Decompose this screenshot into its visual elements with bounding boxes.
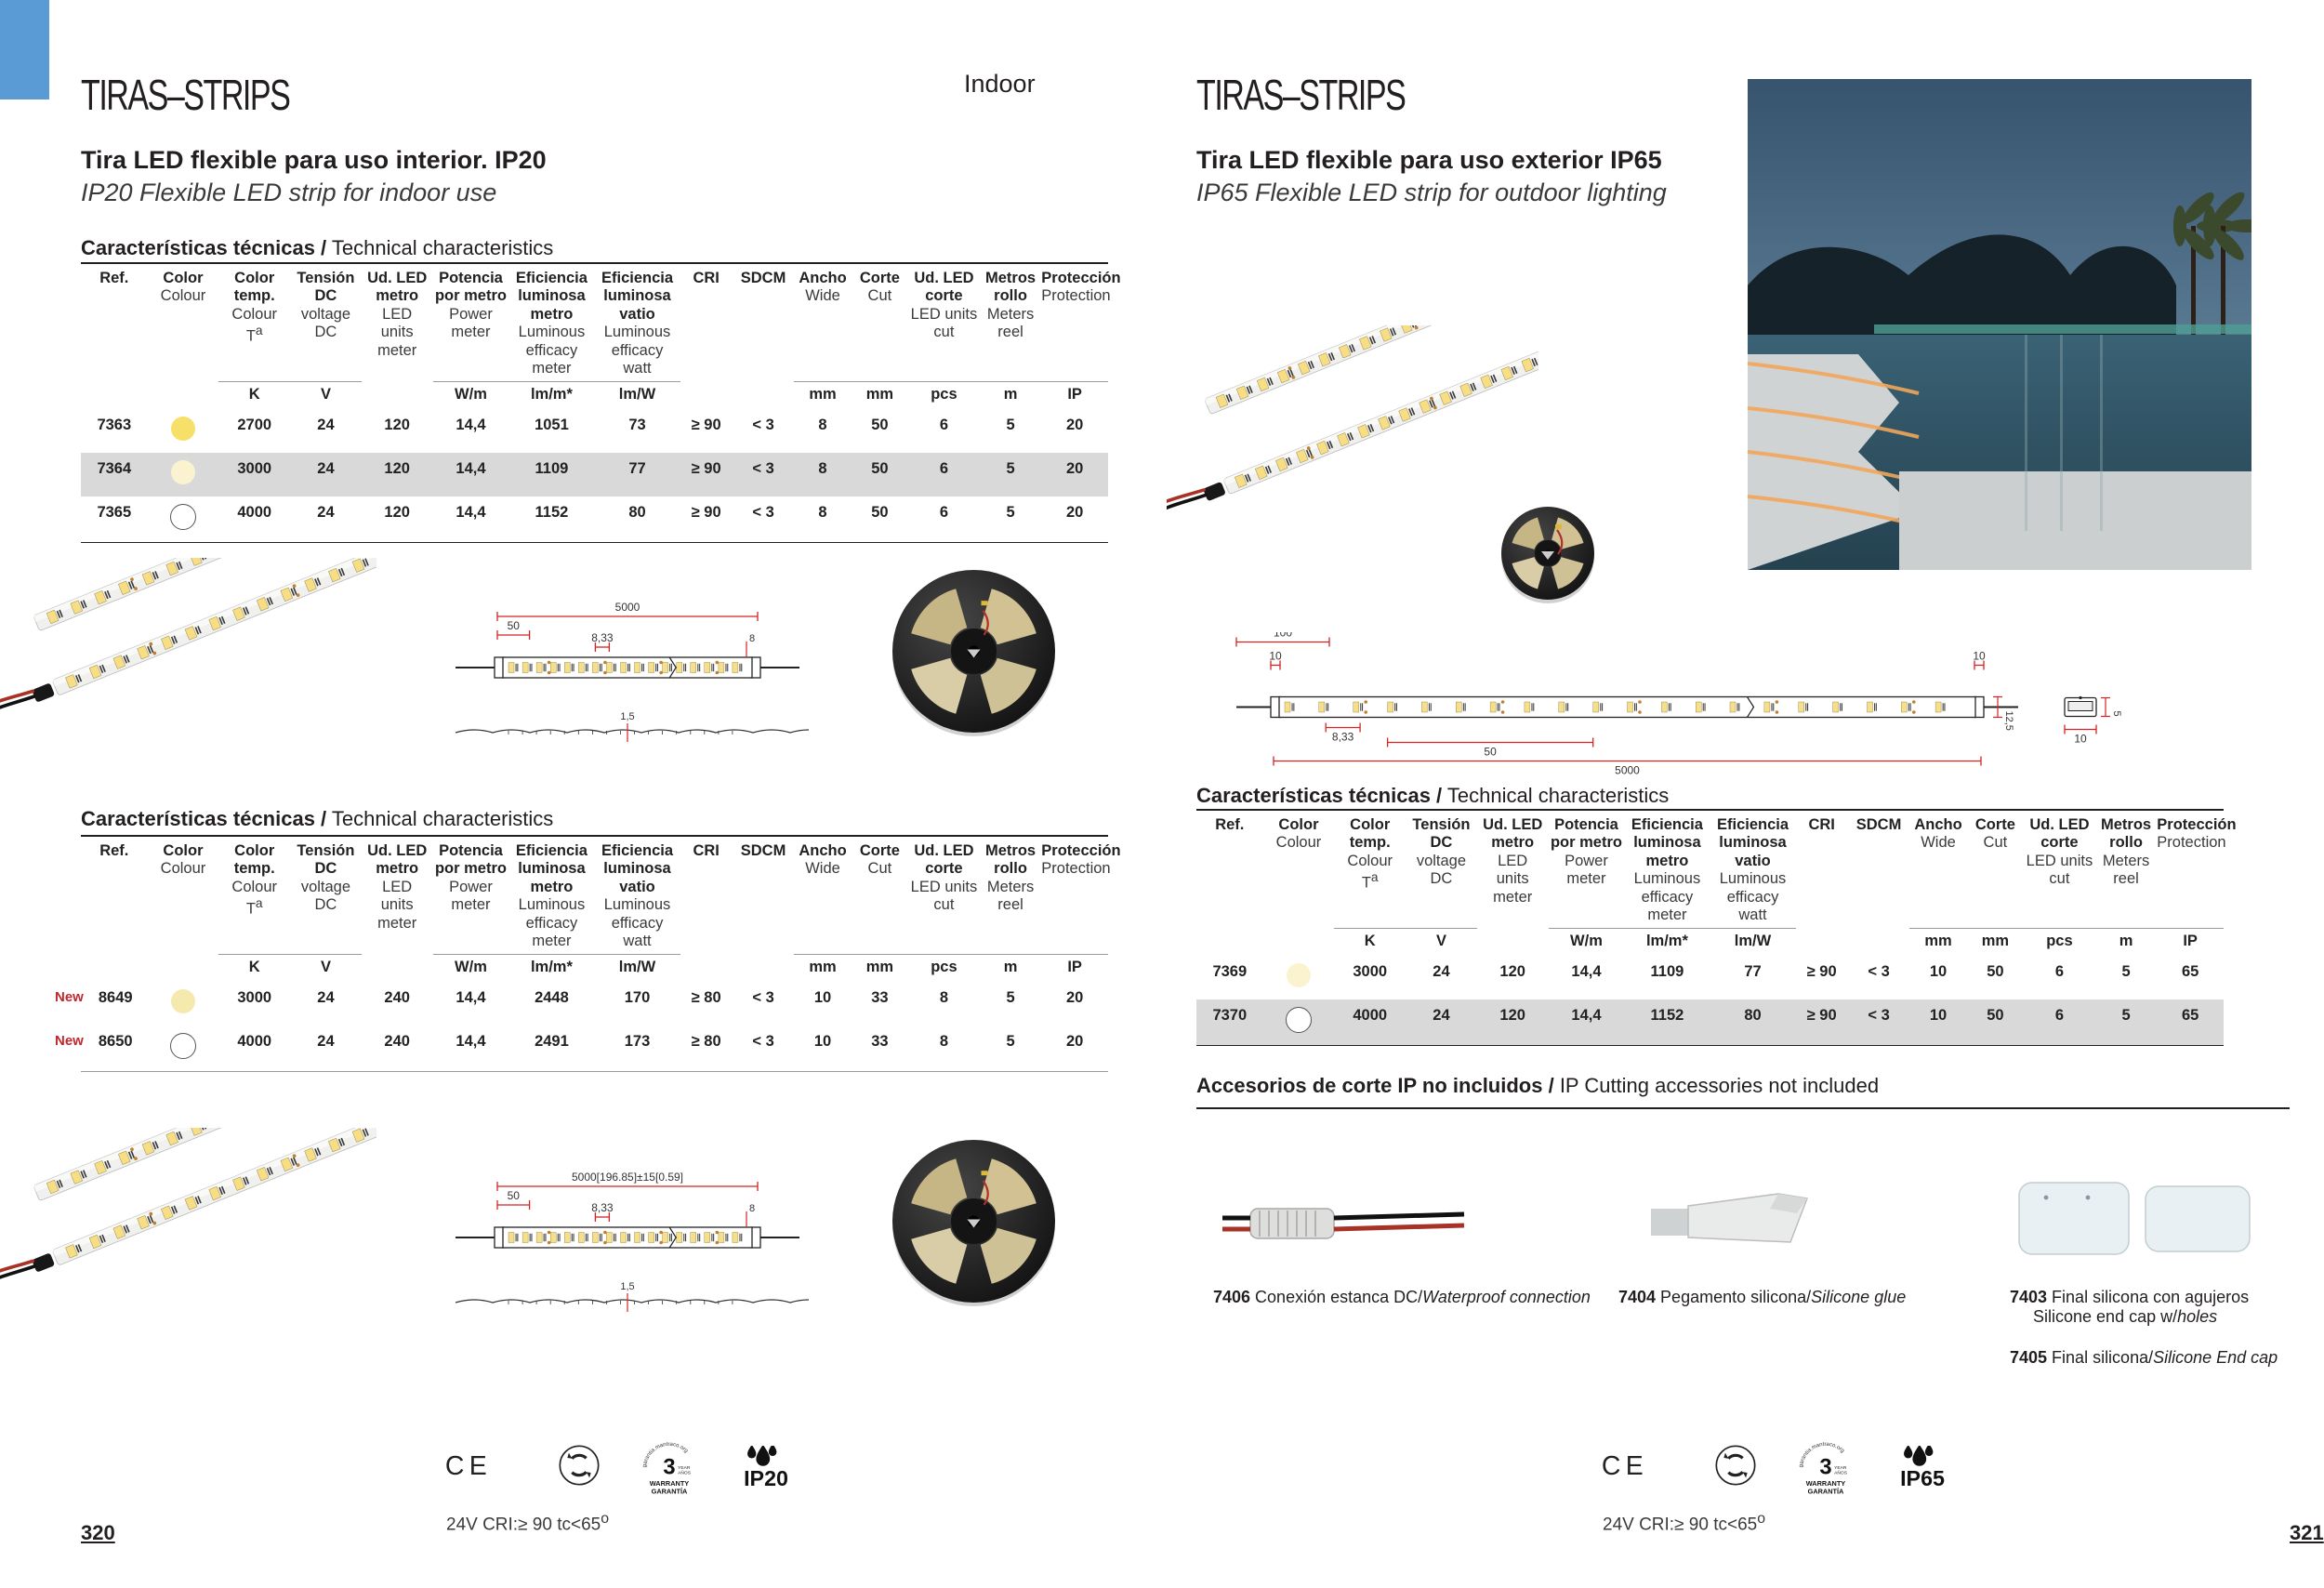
- svg-text:3: 3: [1819, 1455, 1831, 1480]
- svg-text:1,5: 1,5: [620, 1281, 634, 1292]
- svg-text:8,33: 8,33: [1332, 731, 1354, 744]
- svg-text:10: 10: [1269, 650, 1282, 663]
- svg-text:5000: 5000: [1615, 764, 1640, 777]
- svg-text:IP20: IP20: [744, 1466, 788, 1490]
- svg-text:1,5: 1,5: [620, 711, 634, 722]
- svg-text:50: 50: [1484, 746, 1497, 759]
- svg-text:8: 8: [749, 633, 755, 644]
- svg-text:WARRANTY: WARRANTY: [1806, 1479, 1846, 1488]
- svg-text:E: E: [469, 1451, 487, 1481]
- svg-text:8: 8: [749, 1203, 755, 1214]
- svg-text:5000[196.85]±15[0.59]: 5000[196.85]±15[0.59]: [572, 1172, 683, 1184]
- svg-text:C: C: [446, 1451, 464, 1481]
- svg-text:GARANTÍA: GARANTÍA: [652, 1488, 688, 1496]
- svg-text:12,5: 12,5: [2003, 711, 2014, 731]
- svg-text:8,33: 8,33: [591, 631, 614, 644]
- svg-text:YEAR: YEAR: [678, 1465, 691, 1471]
- svg-text:50: 50: [508, 1189, 521, 1202]
- svg-text:10: 10: [1973, 650, 1986, 663]
- svg-text:WARRANTY: WARRANTY: [650, 1479, 690, 1488]
- svg-text:8,33: 8,33: [591, 1201, 614, 1214]
- svg-text:100: 100: [1274, 632, 1292, 640]
- svg-text:C: C: [1603, 1451, 1620, 1481]
- svg-text:5: 5: [2111, 711, 2122, 717]
- svg-text:5000: 5000: [615, 602, 640, 614]
- svg-text:E: E: [1626, 1451, 1644, 1481]
- svg-text:3: 3: [663, 1455, 675, 1480]
- svg-text:YEAR: YEAR: [1834, 1465, 1847, 1471]
- svg-text:GARANTÍA: GARANTÍA: [1808, 1488, 1844, 1496]
- svg-text:50: 50: [508, 619, 521, 632]
- svg-text:10: 10: [2074, 733, 2087, 746]
- svg-text:IP65: IP65: [1900, 1466, 1945, 1490]
